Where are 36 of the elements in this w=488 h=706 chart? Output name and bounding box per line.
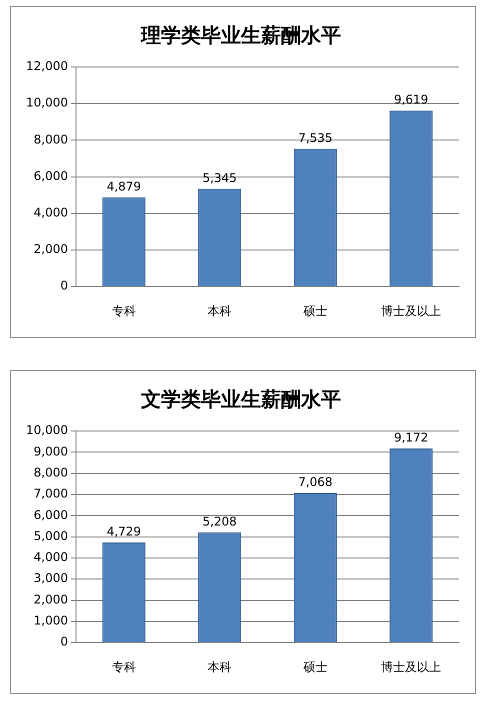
x-tick-label: 硕士 xyxy=(302,304,328,318)
data-label: 5,345 xyxy=(202,170,237,185)
y-tick-label: 8,000 xyxy=(34,465,68,480)
chart-title: 文学类毕业生薪酬水平 xyxy=(140,387,341,412)
y-tick-label: 10,000 xyxy=(26,423,68,438)
x-tick-label: 本科 xyxy=(208,304,232,318)
x-tick-label: 专科 xyxy=(112,660,136,674)
y-tick-label: 7,000 xyxy=(34,486,68,501)
data-label: 5,208 xyxy=(202,514,237,529)
y-tick-label: 0 xyxy=(60,278,68,293)
x-tick-label: 专科 xyxy=(112,304,136,318)
y-tick-label: 4,000 xyxy=(34,550,68,564)
y-tick-label: 2,000 xyxy=(34,242,68,256)
chart-title: 理学类毕业生薪酬水平 xyxy=(140,23,341,48)
data-label: 4,879 xyxy=(106,179,142,194)
y-tick-label: 9,000 xyxy=(34,444,68,458)
x-tick-label: 博士及以上 xyxy=(381,304,442,318)
data-label: 4,729 xyxy=(106,524,142,539)
y-tick-label: 6,000 xyxy=(34,508,68,522)
x-tick-label: 博士及以上 xyxy=(381,660,442,674)
y-tick-label: 3,000 xyxy=(34,571,68,586)
y-tick-label: 2,000 xyxy=(34,592,68,606)
data-label: 9,172 xyxy=(394,430,428,445)
data-label: 7,535 xyxy=(298,130,333,145)
data-label: 9,619 xyxy=(394,92,428,107)
data-label: 7,068 xyxy=(298,475,333,490)
y-tick-label: 0 xyxy=(60,634,68,649)
x-tick-label: 硕士 xyxy=(302,660,328,674)
y-tick-label: 1,000 xyxy=(34,614,68,628)
y-tick-label: 4,000 xyxy=(34,206,68,220)
y-tick-label: 12,000 xyxy=(26,59,68,74)
y-tick-label: 5,000 xyxy=(34,528,68,543)
y-tick-label: 10,000 xyxy=(26,96,68,110)
y-tick-label: 6,000 xyxy=(34,168,68,183)
x-tick-label: 本科 xyxy=(208,660,232,674)
y-tick-label: 8,000 xyxy=(34,132,68,146)
